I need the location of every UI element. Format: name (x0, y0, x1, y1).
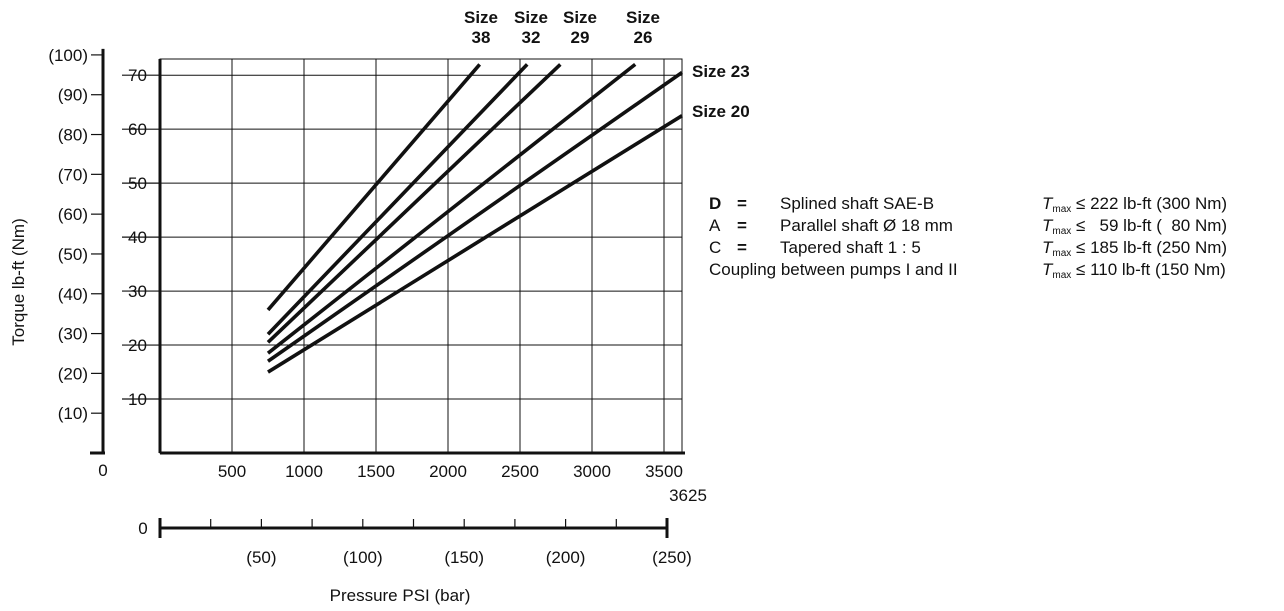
series-line-size-32 (266, 63, 529, 336)
torque-symbol: T (1042, 260, 1053, 279)
y-tick-label-nm: (100) (48, 46, 88, 65)
y-tick-label-nm: (70) (58, 165, 88, 184)
ticks (91, 54, 617, 528)
legend-equals: = (737, 194, 747, 213)
y-tick-label-lbft: 70 (128, 66, 147, 85)
x-tick-label: 3500 (645, 462, 683, 481)
legend-description: Splined shaft SAE-B (780, 194, 935, 213)
x-tick-label: 2000 (429, 462, 467, 481)
series-line-size-23 (266, 71, 684, 363)
x-tick-label: 500 (218, 462, 246, 481)
bar-tick-label: (150) (444, 548, 484, 567)
bar-tick-label: (100) (343, 548, 383, 567)
legend-spec: Tmax ≤ 59 lb-ft ( 80 Nm) (1042, 215, 1227, 243)
bar-tick-label: (200) (546, 548, 586, 567)
legend-key: C (709, 238, 722, 257)
series-label-number: 29 (571, 28, 590, 47)
legend-description: Parallel shaft Ø 18 mm (780, 216, 953, 235)
axes (90, 48, 685, 538)
bar-origin-label: 0 (138, 519, 147, 538)
y-tick-label-lbft: 30 (128, 282, 147, 301)
legend-spec: Tmax ≤ 222 lb-ft (300 Nm) (1042, 193, 1227, 221)
x-tick-label: 1500 (357, 462, 395, 481)
y-tick-label-nm: (60) (58, 205, 88, 224)
torque-subscript: max (1052, 270, 1072, 281)
y-tick-label-nm: (80) (58, 126, 88, 145)
torque-subscript: max (1052, 204, 1072, 215)
series-line-size-20 (267, 114, 683, 374)
torque-limit: ≤ 185 lb-ft (250 Nm) (1076, 238, 1228, 257)
series-label-top: Size (514, 8, 548, 27)
legend-spec: Tmax ≤ 185 lb-ft (250 Nm) (1042, 237, 1227, 265)
y-tick-label-lbft: 50 (128, 174, 147, 193)
torque-symbol: T (1042, 194, 1053, 213)
y-tick-label-nm: (10) (58, 404, 88, 423)
series-line-size-38 (266, 63, 482, 312)
legend-description: Tapered shaft 1 : 5 (780, 238, 921, 257)
tick-labels: 10 20 30 40 50 60 70 (10) (20) (30) (40) (50) (60) (7… (48, 8, 749, 567)
y-tick-label-nm: (40) (58, 285, 88, 304)
x-axis-title: Pressure PSI (bar) (330, 586, 471, 605)
x-tick-label: 2500 (501, 462, 539, 481)
y-tick-label-nm: (90) (58, 86, 88, 105)
series-label-side: Size 20 (692, 102, 750, 121)
y-tick-label-lbft: 10 (128, 390, 147, 409)
torque-subscript: max (1052, 226, 1072, 237)
x-extra-label: 3625 (669, 486, 707, 505)
y-tick-label-lbft: 20 (128, 336, 147, 355)
series-label-number: 26 (634, 28, 653, 47)
series-label-side: Size 23 (692, 62, 750, 81)
torque-subscript: max (1052, 248, 1072, 259)
torque-limit: ≤ 110 lb-ft (150 Nm) (1076, 260, 1226, 279)
torque-limit: ≤ 222 lb-ft (300 Nm) (1076, 194, 1228, 213)
series-label-top: Size (563, 8, 597, 27)
torque-limit: ≤ 59 lb-ft ( 80 Nm) (1076, 216, 1228, 235)
x-tick-label: 3000 (573, 462, 611, 481)
grid (159, 58, 683, 454)
series-label-number: 38 (472, 28, 491, 47)
bar-tick-label: (50) (246, 548, 276, 567)
y-origin-label: 0 (98, 461, 107, 480)
y-tick-label-nm: (30) (58, 325, 88, 344)
legend-key: A (709, 216, 721, 235)
series-label-top: Size (464, 8, 498, 27)
x-tick-label: 1000 (285, 462, 323, 481)
series-line-size-29 (266, 63, 562, 344)
bar-tick-label: (250) (652, 548, 692, 567)
torque-symbol: T (1042, 216, 1053, 235)
series-label-number: 32 (522, 28, 541, 47)
series-label-top: Size (626, 8, 660, 27)
series-lines (266, 62, 684, 374)
y-axis-title: Torque lb-ft (Nm) (9, 218, 28, 346)
legend-equals: = (737, 216, 747, 235)
torque-symbol: T (1042, 238, 1053, 257)
y-tick-label-lbft: 60 (128, 120, 147, 139)
legend-equals: = (737, 238, 747, 257)
y-tick-label-nm: (50) (58, 245, 88, 264)
legend-description: Coupling between pumps I and II (709, 260, 958, 279)
series-line-size-26 (266, 62, 637, 355)
y-tick-label-nm: (20) (58, 364, 88, 383)
legend-key: D (709, 194, 722, 213)
legend-spec: Tmax ≤ 110 lb-ft (150 Nm) (1042, 259, 1226, 287)
y-tick-label-lbft: 40 (128, 228, 147, 247)
